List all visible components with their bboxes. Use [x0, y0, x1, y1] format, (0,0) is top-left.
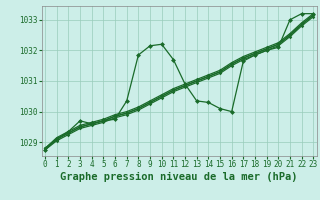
- X-axis label: Graphe pression niveau de la mer (hPa): Graphe pression niveau de la mer (hPa): [60, 172, 298, 182]
